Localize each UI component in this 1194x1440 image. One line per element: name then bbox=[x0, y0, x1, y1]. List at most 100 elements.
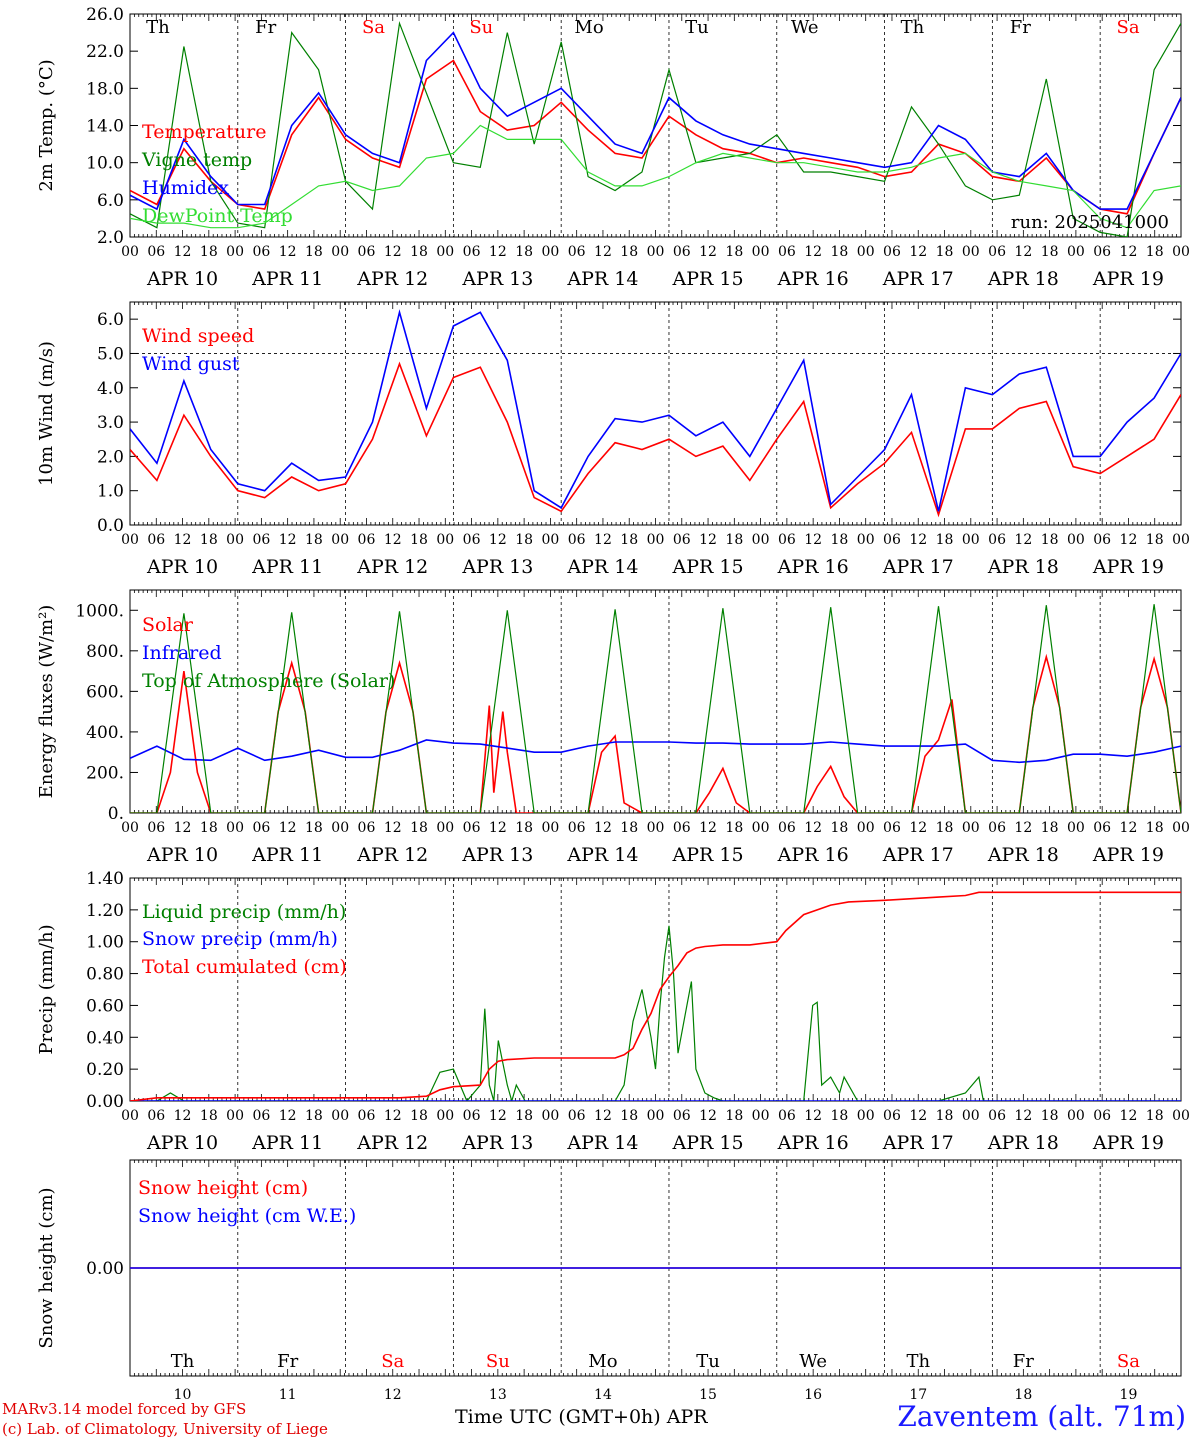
hour-tick-label: 06 bbox=[463, 244, 481, 260]
hour-tick-label: 06 bbox=[988, 1108, 1006, 1124]
series-line bbox=[130, 309, 1181, 512]
y-tick-label: 0.00 bbox=[86, 1259, 124, 1279]
y-tick-label: 10.0 bbox=[86, 154, 124, 174]
hour-tick-label: 12 bbox=[1014, 532, 1032, 548]
hour-tick-label: 00 bbox=[541, 820, 559, 836]
hour-tick-label: 06 bbox=[988, 532, 1006, 548]
weekday-label: Su bbox=[486, 1351, 510, 1372]
legend-entry: Wind speed bbox=[142, 325, 254, 347]
y-tick-label: 1000. bbox=[75, 601, 124, 621]
hour-tick-label: 06 bbox=[568, 532, 586, 548]
hour-tick-label: 18 bbox=[410, 532, 428, 548]
date-label: APR 14 bbox=[566, 844, 638, 866]
hour-tick-label: 00 bbox=[121, 244, 139, 260]
hour-tick-label: 12 bbox=[594, 532, 612, 548]
hour-tick-label: 12 bbox=[699, 532, 717, 548]
run-annotation: run: 2025041000 bbox=[1011, 212, 1169, 233]
hour-tick-label: 00 bbox=[226, 1108, 244, 1124]
hour-tick-label: 00 bbox=[1172, 244, 1190, 260]
day-number-label: 19 bbox=[1120, 1387, 1138, 1403]
y-axis-label: Precip (mm/h) bbox=[36, 924, 57, 1054]
y-tick-label: 600. bbox=[86, 682, 124, 702]
hour-tick-label: 00 bbox=[121, 820, 139, 836]
date-label: APR 18 bbox=[987, 556, 1059, 578]
hour-tick-label: 18 bbox=[1146, 1108, 1164, 1124]
hour-tick-label: 18 bbox=[305, 244, 323, 260]
hour-tick-label: 00 bbox=[857, 820, 875, 836]
station-name: Zaventem (alt. 71m) bbox=[897, 1400, 1186, 1433]
legend-entry: Solar bbox=[142, 614, 194, 636]
y-axis-label: Snow height (cm) bbox=[36, 1187, 57, 1348]
hour-tick-label: 18 bbox=[305, 1108, 323, 1124]
x-axis-title: Time UTC (GMT+0h) APR bbox=[455, 1406, 708, 1428]
hour-tick-label: 06 bbox=[1093, 820, 1111, 836]
hour-tick-label: 00 bbox=[962, 820, 980, 836]
y-tick-label: 2.0 bbox=[97, 447, 124, 467]
legend-entry: Vigne temp bbox=[141, 149, 252, 171]
y-tick-label: 1.00 bbox=[86, 933, 124, 953]
panel-3: 0. 200. 400. 600. 800. 1000. Energy fluxes (W/… bbox=[36, 589, 1190, 866]
hour-tick-label: 06 bbox=[252, 532, 270, 548]
y-tick-label: 3.0 bbox=[97, 413, 124, 433]
hour-tick-label: 18 bbox=[725, 1108, 743, 1124]
series-line bbox=[130, 361, 1181, 518]
hour-tick-label: 18 bbox=[1146, 532, 1164, 548]
hour-tick-label: 00 bbox=[962, 532, 980, 548]
legend-entry: Snow height (cm) bbox=[138, 1177, 308, 1199]
date-label: APR 12 bbox=[356, 268, 428, 290]
y-tick-label: 0.40 bbox=[86, 1028, 124, 1048]
hour-tick-label: 18 bbox=[620, 244, 638, 260]
model-credit-line: MARv3.14 model forced by GFS bbox=[2, 1400, 247, 1418]
hour-tick-label: 12 bbox=[174, 1108, 192, 1124]
hour-tick-label: 00 bbox=[1172, 532, 1190, 548]
hour-tick-label: 18 bbox=[410, 820, 428, 836]
hour-tick-label: 06 bbox=[568, 1108, 586, 1124]
hour-tick-label: 00 bbox=[436, 820, 454, 836]
series-line bbox=[130, 604, 1181, 813]
legend-entry: Liquid precip (mm/h) bbox=[142, 901, 346, 923]
hour-tick-label: 00 bbox=[752, 1108, 770, 1124]
hour-tick-label: 06 bbox=[988, 244, 1006, 260]
hour-tick-label: 18 bbox=[1146, 244, 1164, 260]
y-tick-label: 6.0 bbox=[97, 191, 124, 211]
hour-tick-label: 12 bbox=[909, 820, 927, 836]
hour-tick-label: 12 bbox=[279, 532, 297, 548]
hour-tick-label: 06 bbox=[883, 820, 901, 836]
hour-tick-label: 06 bbox=[252, 244, 270, 260]
legend-entry: Temperature bbox=[142, 121, 266, 143]
hour-tick-label: 06 bbox=[673, 1108, 691, 1124]
hour-tick-label: 12 bbox=[594, 244, 612, 260]
day-number-label: 14 bbox=[594, 1387, 612, 1403]
panel-4: 0.00 0.20 0.40 0.60 0.80 1.00 1.20 1.40 Precip (… bbox=[36, 869, 1190, 1154]
weekday-label: Th bbox=[146, 17, 170, 38]
hour-tick-label: 18 bbox=[515, 244, 533, 260]
date-label: APR 13 bbox=[461, 1132, 533, 1154]
y-axis-label: 10m Wind (m/s) bbox=[36, 341, 57, 486]
hour-tick-label: 18 bbox=[936, 1108, 954, 1124]
legend-entry: DewPoint Temp bbox=[142, 205, 293, 227]
hour-tick-label: 12 bbox=[594, 1108, 612, 1124]
hour-tick-label: 00 bbox=[541, 244, 559, 260]
day-number-label: 18 bbox=[1014, 1387, 1032, 1403]
hour-tick-label: 00 bbox=[752, 244, 770, 260]
series-line bbox=[130, 59, 1181, 215]
date-label: APR 15 bbox=[672, 268, 744, 290]
hour-tick-label: 00 bbox=[226, 244, 244, 260]
weekday-label: Th bbox=[906, 1351, 930, 1372]
series-line bbox=[130, 31, 1181, 211]
y-tick-label: 1.40 bbox=[86, 869, 124, 889]
weekday-label: Sa bbox=[362, 17, 385, 38]
hour-tick-label: 06 bbox=[778, 1108, 796, 1124]
hour-tick-label: 00 bbox=[541, 1108, 559, 1124]
hour-tick-label: 00 bbox=[752, 532, 770, 548]
hour-tick-label: 12 bbox=[1014, 244, 1032, 260]
hour-tick-label: 12 bbox=[909, 532, 927, 548]
hour-tick-label: 18 bbox=[1041, 244, 1059, 260]
hour-tick-label: 12 bbox=[384, 532, 402, 548]
date-label: APR 17 bbox=[882, 556, 954, 578]
hour-tick-label: 12 bbox=[489, 1108, 507, 1124]
hour-tick-label: 00 bbox=[1067, 1108, 1085, 1124]
hour-tick-label: 06 bbox=[883, 244, 901, 260]
plot-frame bbox=[129, 301, 1182, 526]
hour-tick-label: 18 bbox=[725, 820, 743, 836]
